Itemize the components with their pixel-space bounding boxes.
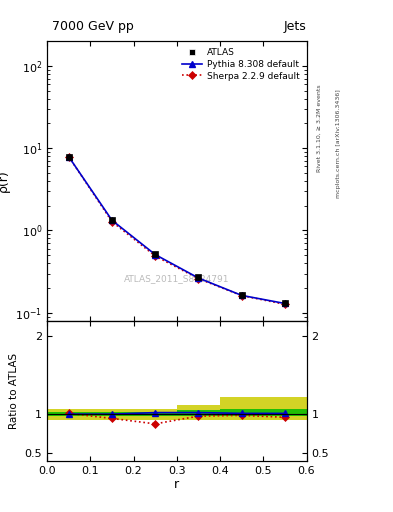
Text: 7000 GeV pp: 7000 GeV pp: [52, 20, 134, 33]
Text: Rivet 3.1.10, ≥ 3.2M events: Rivet 3.1.10, ≥ 3.2M events: [316, 84, 321, 172]
Text: Jets: Jets: [284, 20, 307, 33]
Y-axis label: Ratio to ATLAS: Ratio to ATLAS: [9, 353, 19, 429]
Text: mcplots.cern.ch [arXiv:1306.3436]: mcplots.cern.ch [arXiv:1306.3436]: [336, 89, 341, 198]
Y-axis label: ρ(r): ρ(r): [0, 169, 10, 193]
Text: ATLAS_2011_S8924791: ATLAS_2011_S8924791: [124, 274, 230, 283]
X-axis label: r: r: [174, 478, 180, 492]
Legend: ATLAS, Pythia 8.308 default, Sherpa 2.2.9 default: ATLAS, Pythia 8.308 default, Sherpa 2.2.…: [180, 46, 302, 83]
